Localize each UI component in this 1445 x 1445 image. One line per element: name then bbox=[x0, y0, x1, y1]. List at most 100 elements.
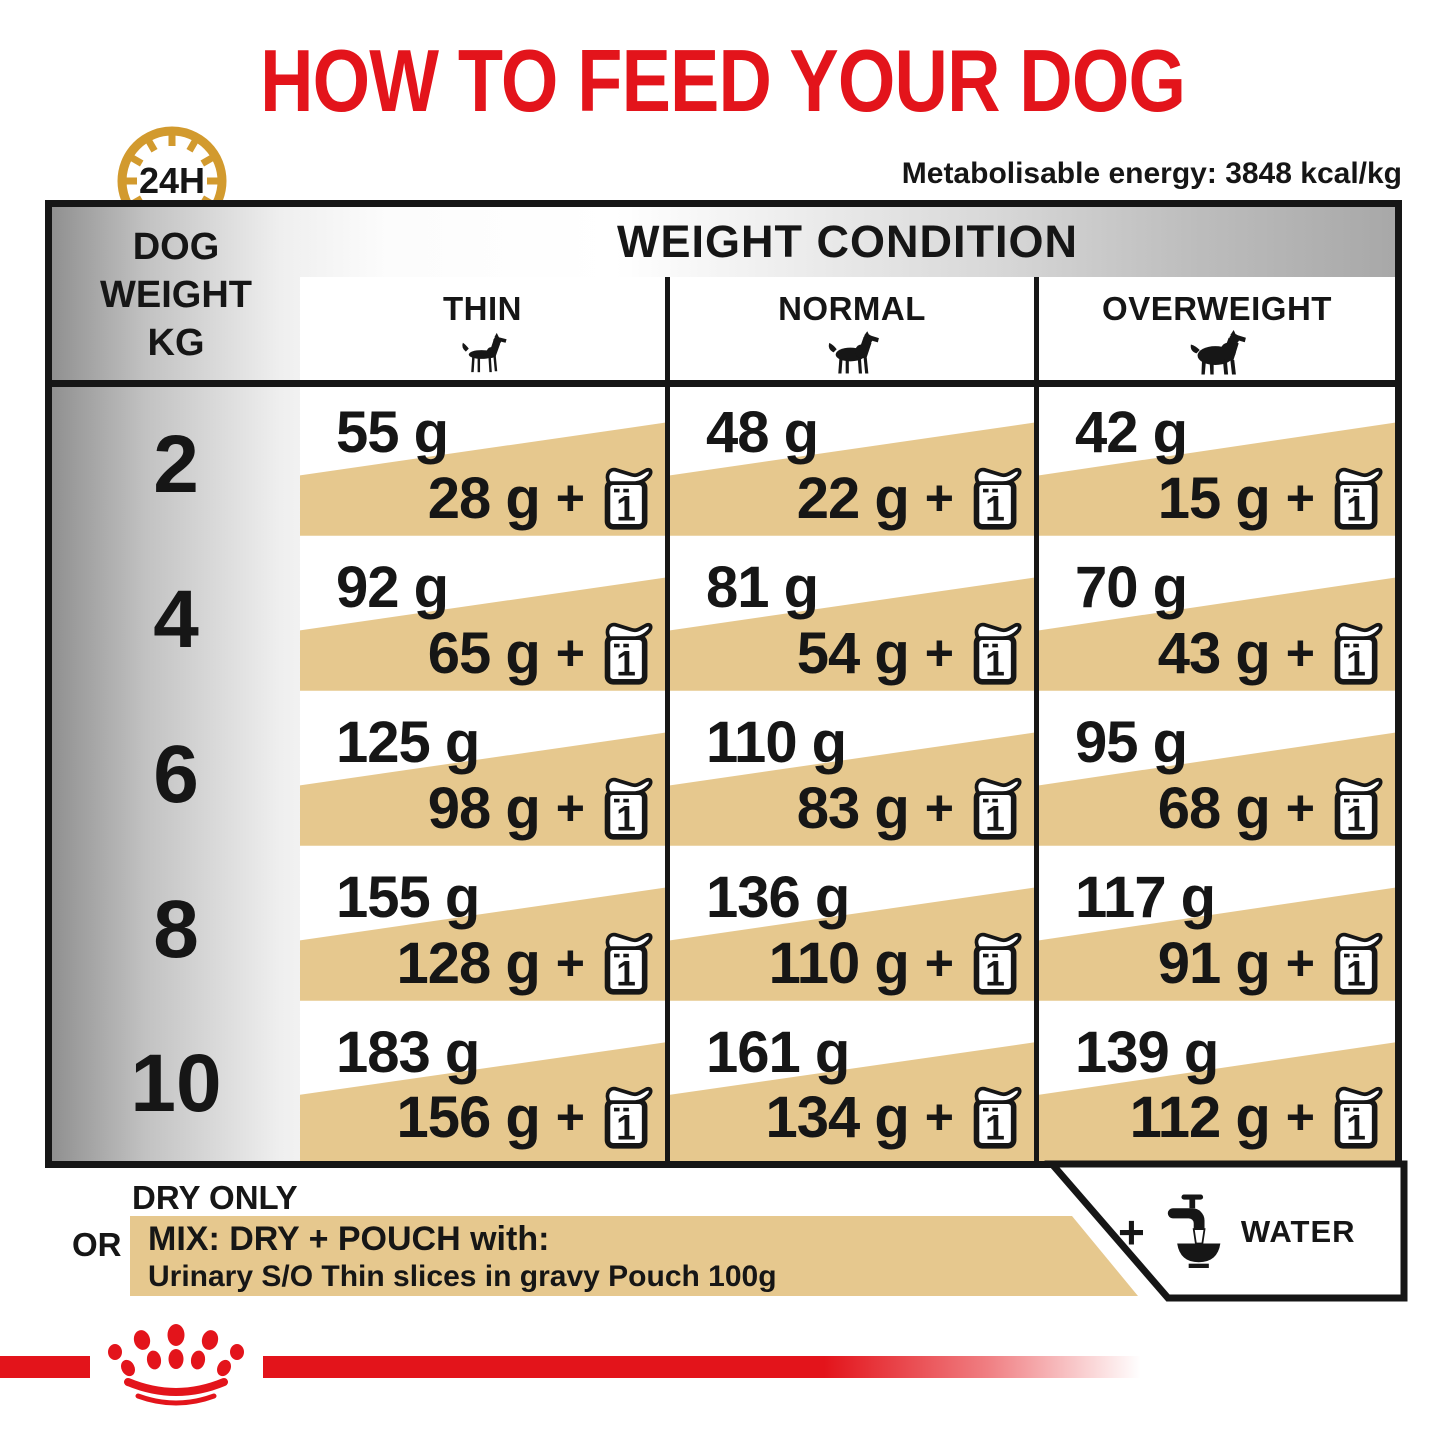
clock-label: 24H bbox=[139, 160, 205, 201]
pouch-icon: 1 bbox=[973, 777, 1022, 840]
red-bar bbox=[0, 1356, 90, 1378]
red-bar bbox=[263, 1356, 1168, 1378]
plus-sign: + bbox=[924, 1089, 954, 1145]
pouch-icon: 1 bbox=[604, 932, 653, 995]
mix-dry-amount: 15 g bbox=[1157, 465, 1271, 531]
dry-amount: 92 g bbox=[336, 555, 449, 620]
plus-sign: + bbox=[1118, 1206, 1145, 1258]
dry-amount: 70 g bbox=[1075, 555, 1188, 620]
mix-dry-amount: 54 g bbox=[796, 620, 910, 686]
dog-weight-value: 10 bbox=[130, 1038, 222, 1129]
plus-sign: + bbox=[555, 1089, 585, 1145]
feeding-cell: 70 g 43 g + 1 bbox=[1039, 542, 1395, 697]
mix-dry-amount: 65 g bbox=[427, 620, 541, 686]
water-row: + WATER bbox=[1118, 1182, 1398, 1282]
pouch-icon: 1 bbox=[604, 1086, 653, 1149]
dry-only-label: DRY ONLY bbox=[132, 1179, 298, 1216]
svg-text:1: 1 bbox=[1346, 954, 1366, 993]
pouch-icon: 1 bbox=[604, 777, 653, 840]
dry-amount: 155 g bbox=[336, 865, 480, 930]
svg-text:1: 1 bbox=[1346, 644, 1366, 683]
svg-text:1: 1 bbox=[985, 489, 1005, 528]
page-title: HOW TO FEED YOUR DOG bbox=[259, 31, 1186, 130]
pouch-icon: 1 bbox=[973, 1086, 1022, 1149]
feeding-cell: 161 g 134 g + 1 bbox=[670, 1007, 1034, 1161]
svg-text:1: 1 bbox=[985, 644, 1005, 683]
mix-dry-amount: 43 g bbox=[1157, 620, 1271, 686]
mix-dry-amount: 110 g bbox=[768, 930, 910, 996]
dog-weight-header: DOG WEIGHT KG bbox=[100, 226, 252, 364]
feeding-cell: 183 g 156 g + 1 bbox=[300, 1007, 665, 1161]
condition-thin-label: THIN bbox=[443, 290, 522, 327]
dog-weight-value: 4 bbox=[153, 573, 199, 665]
feeding-cell: 155 g 128 g + 1 bbox=[300, 852, 665, 1007]
column-divider bbox=[1034, 277, 1039, 1161]
feeding-cell: 95 g 68 g + 1 bbox=[1039, 697, 1395, 852]
dry-amount: 136 g bbox=[706, 865, 850, 930]
plus-sign: + bbox=[555, 470, 585, 526]
dog-weight-value: 6 bbox=[153, 728, 199, 820]
plus-sign: + bbox=[1285, 625, 1315, 681]
pouch-icon: 1 bbox=[973, 622, 1022, 685]
pouch-icon: 1 bbox=[1334, 622, 1383, 685]
pouch-icon: 1 bbox=[604, 467, 653, 530]
condition-overweight: OVERWEIGHT bbox=[1039, 277, 1395, 380]
dry-amount: 139 g bbox=[1075, 1020, 1219, 1085]
mix-dry-amount: 112 g bbox=[1129, 1084, 1271, 1150]
header-separator-line bbox=[52, 380, 1395, 387]
condition-normal: NORMAL bbox=[670, 277, 1034, 380]
dry-amount: 81 g bbox=[706, 555, 819, 620]
mix-dry-amount: 134 g bbox=[765, 1084, 909, 1150]
dry-amount: 183 g bbox=[336, 1020, 480, 1085]
plus-sign: + bbox=[924, 625, 954, 681]
svg-text:1: 1 bbox=[985, 799, 1005, 838]
plus-sign: + bbox=[924, 780, 954, 836]
mix-legend-title: MIX: DRY + POUCH with: bbox=[148, 1220, 550, 1258]
feeding-cell: 48 g 22 g + 1 bbox=[670, 387, 1034, 542]
pouch-icon: 1 bbox=[1334, 1086, 1383, 1149]
feeding-cell: 92 g 65 g + 1 bbox=[300, 542, 665, 697]
condition-thin: THIN bbox=[300, 277, 665, 380]
plus-sign: + bbox=[1285, 935, 1315, 991]
svg-text:1: 1 bbox=[1346, 1108, 1366, 1147]
condition-normal-label: NORMAL bbox=[778, 290, 926, 327]
mix-dry-amount: 83 g bbox=[796, 775, 910, 841]
mix-dry-amount: 156 g bbox=[396, 1084, 540, 1150]
weight-condition-header: WEIGHT CONDITION bbox=[617, 216, 1078, 267]
dry-amount: 48 g bbox=[706, 400, 819, 465]
feeding-cell: 139 g 112 g + 1 bbox=[1039, 1007, 1395, 1161]
feeding-cell: 136 g 110 g + 1 bbox=[670, 852, 1034, 1007]
svg-text:1: 1 bbox=[1346, 799, 1366, 838]
dog-weight-value: 2 bbox=[153, 418, 199, 510]
metabolisable-energy: Metabolisable energy: 3848 kcal/kg bbox=[901, 157, 1402, 190]
mix-dry-amount: 91 g bbox=[1157, 930, 1271, 996]
pouch-icon: 1 bbox=[973, 932, 1022, 995]
pouch-icon: 1 bbox=[604, 622, 653, 685]
mix-legend-subtitle: Urinary S/O Thin slices in gravy Pouch 1… bbox=[148, 1260, 777, 1293]
feeding-cell: 117 g 91 g + 1 bbox=[1039, 852, 1395, 1007]
dry-amount: 42 g bbox=[1075, 400, 1188, 465]
royal-canin-crown-logo bbox=[108, 1324, 244, 1406]
mix-dry-amount: 68 g bbox=[1157, 775, 1271, 841]
svg-text:1: 1 bbox=[616, 489, 636, 528]
condition-overweight-label: OVERWEIGHT bbox=[1102, 290, 1332, 327]
dry-amount: 55 g bbox=[336, 400, 449, 465]
overweight-dog-icon bbox=[1190, 330, 1246, 375]
mix-dry-amount: 22 g bbox=[796, 465, 910, 531]
thin-dog-icon bbox=[461, 332, 507, 373]
dry-amount: 95 g bbox=[1075, 710, 1188, 775]
normal-dog-icon bbox=[828, 331, 879, 374]
feeding-cell: 110 g 83 g + 1 bbox=[670, 697, 1034, 852]
column-divider bbox=[665, 277, 670, 1161]
feeding-cell: 125 g 98 g + 1 bbox=[300, 697, 665, 852]
mix-dry-amount: 28 g bbox=[427, 465, 541, 531]
water-callout bbox=[1044, 1160, 1408, 1302]
mix-dry-amount: 128 g bbox=[396, 930, 540, 996]
feeding-cell: 42 g 15 g + 1 bbox=[1039, 387, 1395, 542]
dry-amount: 161 g bbox=[706, 1020, 850, 1085]
table-data-area bbox=[300, 277, 1395, 1161]
pouch-icon: 1 bbox=[1334, 932, 1383, 995]
plus-sign: + bbox=[555, 625, 585, 681]
pouch-icon: 1 bbox=[973, 467, 1022, 530]
